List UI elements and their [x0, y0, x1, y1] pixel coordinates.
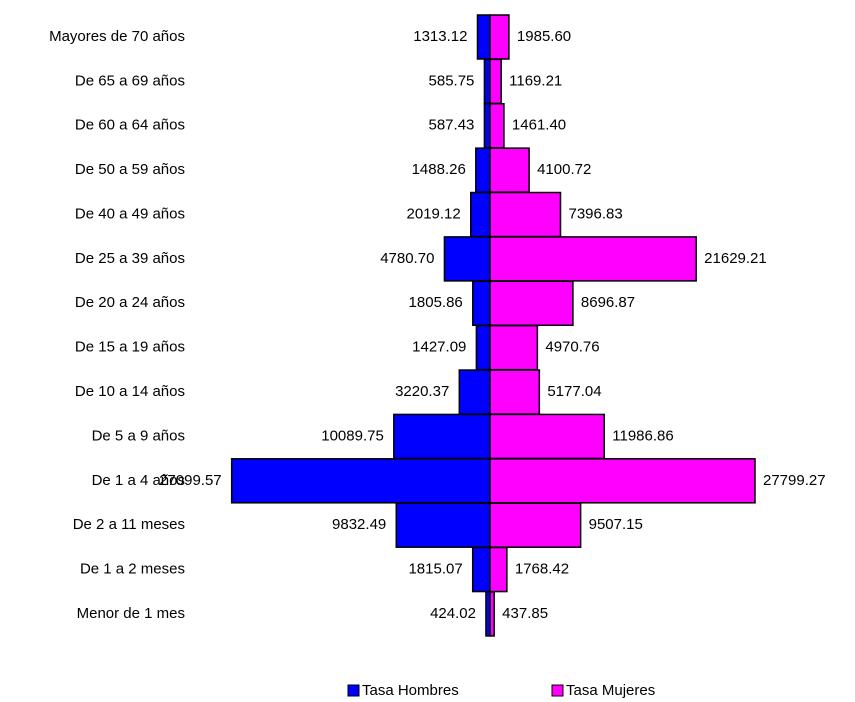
legend-swatch: [551, 684, 564, 697]
value-label: 4970.76: [545, 339, 599, 356]
category-label: De 1 a 4 años: [92, 472, 185, 489]
bar: [475, 324, 491, 371]
bar: [470, 191, 491, 238]
bar: [489, 458, 756, 504]
bar: [489, 369, 541, 415]
value-label: 1985.60: [517, 28, 571, 45]
bar: [471, 546, 491, 593]
value-label: 10089.75: [321, 427, 384, 444]
bar: [458, 369, 491, 415]
value-label: 424.02: [430, 605, 476, 622]
category-label: De 15 a 19 años: [75, 339, 185, 356]
bar: [489, 413, 606, 460]
value-label: 9832.49: [332, 516, 386, 533]
bar: [443, 236, 491, 282]
category-label: De 1 a 2 meses: [80, 561, 185, 578]
value-label: 587.43: [429, 117, 475, 134]
value-label: 9507.15: [589, 516, 643, 533]
value-label: 1768.42: [515, 561, 569, 578]
category-label: De 25 a 39 años: [75, 250, 185, 267]
value-label: 2019.12: [407, 205, 461, 222]
value-label: 27099.57: [159, 472, 222, 489]
legend-label: Tasa Mujeres: [566, 682, 655, 699]
value-label: 21629.21: [704, 250, 767, 267]
value-label: 1815.07: [408, 561, 462, 578]
bar: [489, 502, 582, 548]
bar: [395, 502, 491, 548]
bar: [472, 280, 491, 327]
bar: [489, 147, 530, 193]
value-label: 1461.40: [512, 117, 566, 134]
value-label: 8696.87: [581, 294, 635, 311]
bar: [489, 58, 502, 105]
category-label: De 5 a 9 años: [92, 427, 185, 444]
value-label: 5177.04: [547, 383, 601, 400]
bar: [393, 413, 491, 460]
category-label: Menor de 1 mes: [77, 605, 185, 622]
bar: [489, 103, 505, 149]
bar: [475, 147, 491, 193]
value-label: 4780.70: [380, 250, 434, 267]
value-label: 27799.27: [763, 472, 826, 489]
category-label: De 40 a 49 años: [75, 205, 185, 222]
value-label: 7396.83: [569, 205, 623, 222]
category-label: Mayores de 70 años: [49, 28, 185, 45]
category-label: De 65 a 69 años: [75, 72, 185, 89]
value-label: 585.75: [429, 72, 475, 89]
value-label: 1313.12: [413, 28, 467, 45]
bar: [483, 103, 491, 149]
bar: [489, 591, 495, 637]
bar: [489, 14, 510, 60]
category-label: De 10 a 14 años: [75, 383, 185, 400]
value-label: 3220.37: [395, 383, 449, 400]
bar: [483, 58, 491, 105]
category-label: De 2 a 11 meses: [73, 516, 185, 533]
value-label: 1169.21: [509, 72, 562, 89]
value-label: 437.85: [502, 605, 548, 622]
value-label: 4100.72: [537, 161, 591, 178]
bar: [230, 458, 491, 504]
bar: [489, 324, 539, 371]
bar: [489, 191, 562, 238]
category-label: De 20 a 24 años: [75, 294, 185, 311]
bar: [489, 546, 508, 593]
category-label: De 50 a 59 años: [75, 161, 185, 178]
value-label: 11986.86: [612, 427, 673, 444]
legend-label: Tasa Hombres: [362, 682, 459, 699]
legend-swatch: [347, 684, 360, 697]
bar: [489, 280, 574, 327]
value-label: 1488.26: [412, 161, 466, 178]
bar: [489, 236, 697, 282]
category-label: De 60 a 64 años: [75, 117, 185, 134]
value-label: 1805.86: [409, 294, 463, 311]
bar: [476, 14, 491, 60]
value-label: 1427.09: [412, 339, 466, 356]
